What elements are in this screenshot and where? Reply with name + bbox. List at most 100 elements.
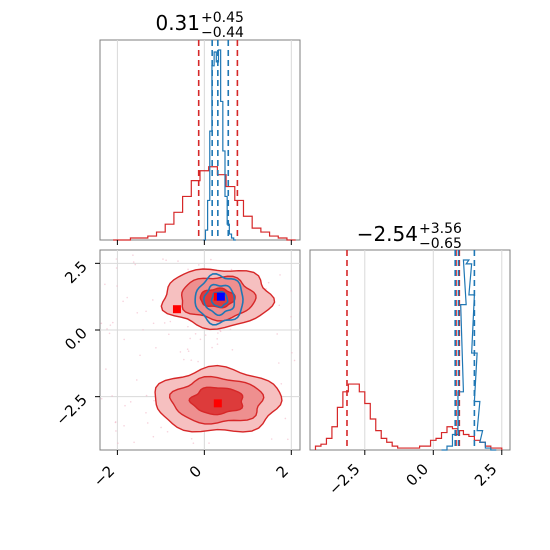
scatter-point [231,348,234,351]
marker-square [213,399,222,408]
scatter-point [280,383,283,385]
scatter-point [276,333,278,335]
scatter-point [267,281,270,284]
scatter-point [105,368,107,370]
scatter-point [100,397,103,400]
scatter-point [197,360,199,363]
scatter-point [136,311,139,314]
scatter-point [163,322,166,324]
panel-marginal-2-ticks: −2.5 0.0 2.5 [325,450,503,499]
scatter-point [116,285,118,287]
scatter-point [168,333,170,336]
scatter-point [115,267,118,269]
scatter-point [160,426,162,429]
scatter-point [132,261,135,263]
scatter-point [293,359,296,362]
scatter-point [145,394,148,397]
scatter-point [114,421,117,424]
scatter-point [111,395,113,397]
scatter-point [145,310,147,313]
scatter-point [187,350,190,353]
blue-contour-level-2 [210,290,229,309]
panel-marginal-1-title-plus: +0.45 [201,10,244,26]
blue-contour-level-1 [203,283,236,317]
scatter-point [142,328,144,331]
scatter-point [153,399,155,402]
scatter-point [211,346,213,349]
scatter-point [134,263,137,266]
scatter-point [217,332,219,334]
panel-joint-contours [154,268,283,433]
scatter-point [108,332,111,335]
scatter-point [199,338,202,341]
y-tick-label: −2.5 [52,391,90,429]
panel-marginal-1-quantile-lines [197,40,239,240]
scatter-point [165,259,167,262]
scatter-point [152,299,154,301]
scatter-point [216,338,218,340]
panel-marginal-1-ticks [116,240,292,245]
panel-marginal-2-title-plus: +3.56 [419,221,462,237]
scatter-point [291,351,293,354]
scatter-point [124,404,126,407]
scatter-point [145,412,147,414]
scatter-point [135,379,138,381]
scatter-point [279,274,281,276]
scatter-point [186,348,189,350]
scatter-point [198,264,200,266]
scatter-point [230,268,233,271]
y-tick-label: 0.0 [61,324,91,354]
panel-joint: −2 0 2 −2.5 0.0 2.5 [52,249,301,490]
panel-marginal-1-title-value: 0.31 [155,11,200,35]
scatter-point [106,328,108,330]
scatter-point [204,334,207,336]
scatter-point [187,268,189,271]
scatter-point [126,296,129,299]
scatter-point [192,442,195,444]
scatter-point [208,442,210,444]
scatter-point [190,437,193,440]
panel-joint-markers [172,292,225,408]
scatter-point [152,322,155,325]
panel-marginal-1-frame [99,39,301,241]
x-tick-label: −2.5 [325,460,363,498]
scatter-point [152,435,155,438]
scatter-point [189,337,191,340]
panel-marginal-1-series [113,49,296,241]
panel-marginal-2-grid [364,250,503,450]
scatter-point [100,322,103,325]
panel-marginal-2: −2.5 0.0 2.5 −2.54 +3.56 −0.65 [309,221,511,499]
scatter-point [129,401,132,403]
scatter-point [187,325,189,328]
scatter-point [287,438,289,441]
panel-marginal-2-title-value: −2.54 [357,222,418,246]
x-tick-label: 2.5 [471,460,501,490]
scatter-point [104,283,106,286]
scatter-point [290,315,292,318]
scatter-point [183,358,185,361]
scatter-point [177,260,179,262]
panel-marginal-1-grid [116,40,292,240]
scatter-point [133,441,135,444]
scatter-point [115,258,118,260]
scatter-point [155,346,157,349]
scatter-point [290,290,292,292]
panel-marginal-2-quantile-lines [346,250,476,450]
scatter-point [284,417,287,420]
scatter-point [162,258,164,260]
scatter-point [166,430,169,433]
scatter-point [190,359,193,361]
x-tick-label: 2 [273,462,292,481]
scatter-point [210,258,212,261]
x-tick-label: −2 [90,462,118,490]
panel-marginal-1-title-minus: −0.44 [201,25,244,41]
scatter-point [270,438,273,440]
marker-square [172,305,181,314]
panel-marginal-1: 0.31 +0.45 −0.44 [99,10,301,245]
scatter-point [229,328,232,331]
histogram-series-1 [203,49,236,241]
x-tick-label: 0 [186,462,205,481]
scatter-point [278,304,281,307]
scatter-point [169,320,172,323]
